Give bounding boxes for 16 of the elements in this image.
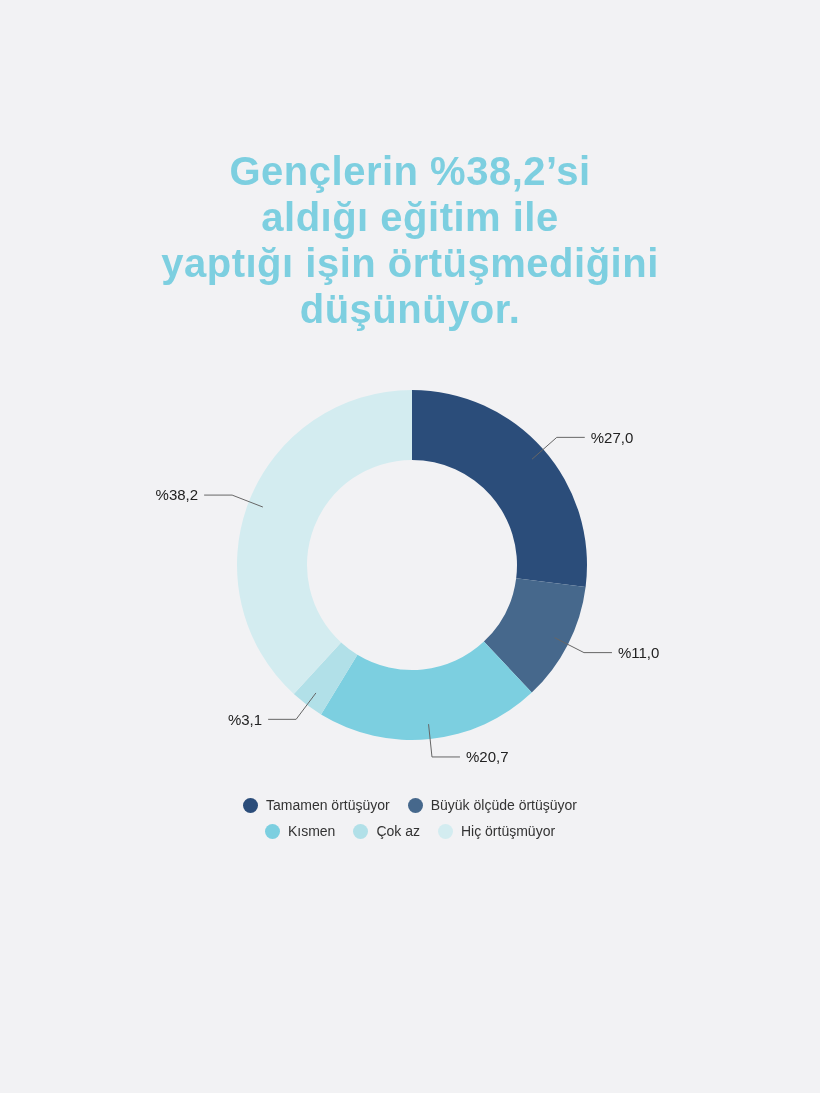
data-label: %3,1	[227, 710, 263, 728]
legend-label: Büyük ölçüde örtüşüyor	[430, 797, 578, 813]
donut-slice	[237, 390, 412, 695]
data-label: %27,0	[590, 428, 634, 446]
legend-label: Kısmen	[287, 823, 336, 839]
data-label: %20,7	[465, 748, 509, 766]
donut-slice	[321, 641, 532, 740]
legend-label: Hiç örtüşmüyor	[460, 823, 556, 839]
chart-title: Gençlerin %38,2’si aldığı eğitim ile yaptığı işin örtüşmediğini düşünüyor.	[160, 148, 660, 332]
donut-slice	[293, 642, 358, 715]
data-label: %11,0	[617, 643, 660, 661]
donut-slice	[412, 390, 587, 587]
data-label: %38,2	[155, 486, 199, 504]
donut-slice	[483, 578, 586, 693]
legend-label: Çok az	[376, 823, 420, 839]
legend-label: Tamamen örtüşüyor	[265, 797, 390, 813]
